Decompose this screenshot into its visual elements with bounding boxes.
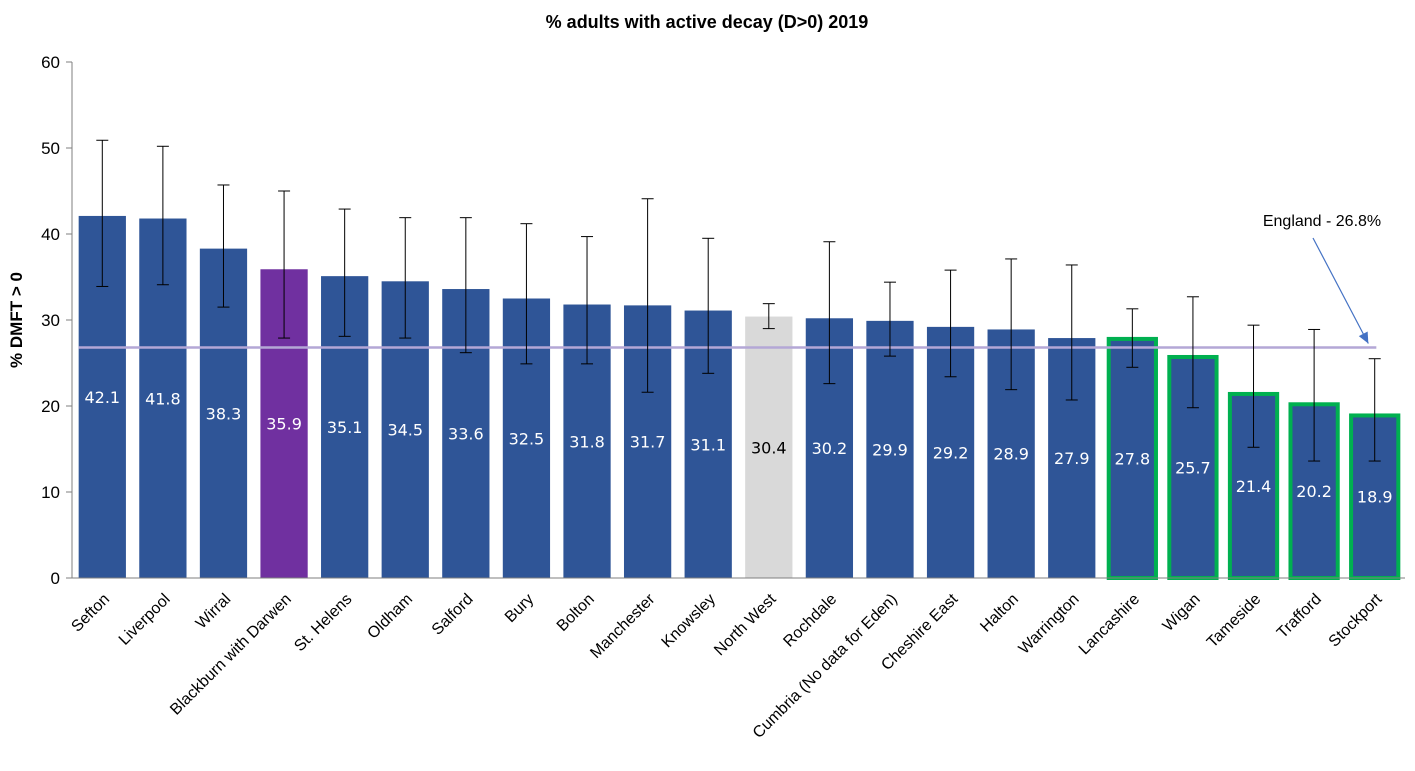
data-label: 31.1 (690, 435, 726, 454)
x-tick-label: Tameside (1204, 591, 1265, 652)
x-tick-label: Rochdale (780, 591, 840, 651)
data-label: 35.9 (266, 415, 302, 434)
x-tick-label: Salford (429, 591, 477, 639)
x-tick-label: Liverpool (116, 591, 174, 649)
y-tick-label: 0 (51, 569, 60, 588)
data-label: 27.8 (1115, 449, 1151, 468)
data-label: 33.6 (448, 425, 484, 444)
data-label: 35.1 (327, 418, 363, 437)
x-tick-label: Trafford (1274, 591, 1325, 642)
x-tick-label: Wirral (193, 591, 235, 633)
data-label: 42.1 (84, 388, 120, 407)
data-label: 38.3 (206, 404, 242, 423)
x-tick-label: Knowsley (659, 591, 719, 651)
data-labels: 42.1 41.8 38.3 35.9 35.1 34.5 33.6 32.5 31.8 31.7… (84, 388, 1392, 507)
x-tick-label: Warrington (1016, 591, 1083, 658)
y-tick-label: 50 (41, 139, 60, 158)
reference-line-label: England - 26.8% (1263, 213, 1381, 230)
annotation-group: England - 26.8% (1263, 213, 1381, 344)
x-tick-label: Oldham (364, 591, 416, 643)
x-tick-label: Blackburn with Darwen (167, 591, 295, 719)
bars (78, 215, 1401, 581)
data-label: 18.9 (1357, 488, 1393, 507)
data-label: 21.4 (1236, 477, 1272, 496)
data-label: 31.8 (569, 432, 605, 451)
axes (71, 62, 1405, 579)
y-tick-label: 40 (41, 225, 60, 244)
x-tick-label: Sefton (68, 591, 113, 636)
data-label: 41.8 (145, 389, 181, 408)
error-bars (96, 139, 1381, 462)
x-tick-label: Manchester (587, 590, 659, 662)
data-label: 30.4 (751, 438, 787, 457)
data-label: 34.5 (387, 421, 423, 440)
annotation-arrow-line (1312, 237, 1369, 344)
x-tick-label: Bolton (554, 591, 598, 635)
x-tick-label: Halton (977, 591, 1022, 636)
x-tick-label: North West (711, 590, 780, 659)
data-label: 20.2 (1296, 482, 1332, 501)
data-label: 28.9 (993, 445, 1029, 464)
x-tick-label: St. Helens (291, 591, 355, 655)
y-axis-label: % DMFT > 0 (7, 272, 26, 368)
x-tick-label: Stockport (1326, 590, 1386, 650)
y-tick-label: 20 (41, 397, 60, 416)
data-label: 31.7 (630, 433, 666, 452)
y-tick-label: 10 (41, 483, 60, 502)
x-tick-label: Bury (502, 591, 537, 626)
data-label: 29.2 (933, 443, 969, 462)
data-label: 25.7 (1175, 458, 1211, 477)
data-label: 30.2 (812, 439, 848, 458)
chart-title: % adults with active decay (D>0) 2019 (546, 12, 869, 32)
data-label: 32.5 (509, 429, 545, 448)
bar (1108, 338, 1156, 578)
y-tick-label: 60 (41, 53, 60, 72)
data-label: 27.9 (1054, 449, 1090, 468)
y-axis-ticks: 0 10 20 30 40 50 60 (41, 53, 72, 588)
annotation-arrow-head (1358, 331, 1369, 344)
y-tick-label: 30 (41, 311, 60, 330)
x-tick-label: Lancashire (1076, 591, 1143, 658)
data-label: 29.9 (872, 440, 908, 459)
bar (745, 316, 793, 578)
x-tick-label: Wigan (1160, 591, 1204, 635)
bar (866, 320, 914, 578)
